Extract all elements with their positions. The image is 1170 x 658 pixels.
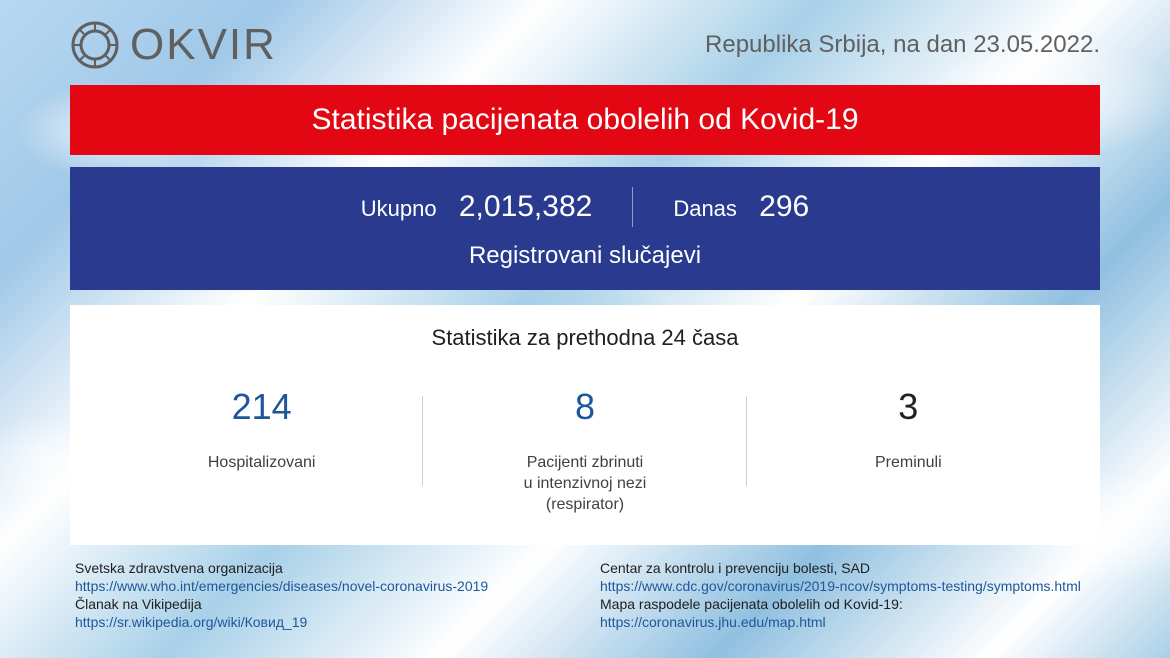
today-value: 296 bbox=[759, 190, 809, 223]
total-label: Ukupno bbox=[361, 196, 437, 221]
date-value: 23.05.2022. bbox=[973, 31, 1100, 58]
stat-label-deceased: Preminuli bbox=[747, 453, 1070, 474]
blue-subtitle: Registrovani slučajevi bbox=[90, 242, 1080, 270]
footer: Svetska zdravstvena organizacija https:/… bbox=[70, 560, 1100, 632]
white-panel: Statistika za prethodna 24 časa 214 Hosp… bbox=[70, 305, 1100, 545]
stat-deceased: 3 Preminuli bbox=[747, 386, 1070, 474]
logo: OKVIR bbox=[70, 20, 277, 70]
today-label: Danas bbox=[673, 196, 737, 221]
stat-label-icu: Pacijenti zbrinuti u intenzivnoj nezi (r… bbox=[423, 453, 746, 515]
header: OKVIR Republika Srbija, na dan 23.05.202… bbox=[70, 20, 1100, 70]
stat-value-hospitalized: 214 bbox=[100, 386, 423, 428]
footer-right: Centar za kontrolu i prevenciju bolesti,… bbox=[570, 560, 1095, 632]
date-info: Republika Srbija, na dan 23.05.2022. bbox=[705, 31, 1100, 59]
footer-jhu-label: Mapa raspodele pacijenata obolelih od Ko… bbox=[600, 596, 1095, 612]
stat-icu: 8 Pacijenti zbrinuti u intenzivnoj nezi … bbox=[423, 386, 746, 515]
blue-banner: Ukupno 2,015,382 Danas 296 Registrovani … bbox=[70, 167, 1100, 290]
stats-title: Statistika za prethodna 24 časa bbox=[100, 325, 1070, 351]
total-cases: Ukupno 2,015,382 bbox=[361, 190, 593, 224]
footer-cdc-link[interactable]: https://www.cdc.gov/coronavirus/2019-nco… bbox=[600, 578, 1095, 594]
stat-value-deceased: 3 bbox=[747, 386, 1070, 428]
footer-cdc-label: Centar za kontrolu i prevenciju bolesti,… bbox=[600, 560, 1095, 576]
footer-who-label: Svetska zdravstvena organizacija bbox=[75, 560, 570, 576]
footer-left: Svetska zdravstvena organizacija https:/… bbox=[75, 560, 570, 632]
today-cases: Danas 296 bbox=[673, 190, 809, 224]
footer-wiki-label: Članak na Vikipedija bbox=[75, 596, 570, 612]
logo-icon bbox=[70, 20, 120, 70]
footer-wiki-link[interactable]: https://sr.wikipedia.org/wiki/Ковид_19 bbox=[75, 614, 570, 630]
divider bbox=[632, 187, 633, 227]
total-value: 2,015,382 bbox=[459, 190, 592, 223]
footer-jhu-link[interactable]: https://coronavirus.jhu.edu/map.html bbox=[600, 614, 1095, 630]
stat-value-icu: 8 bbox=[423, 386, 746, 428]
stat-label-hospitalized: Hospitalizovani bbox=[100, 453, 423, 474]
stat-hospitalized: 214 Hospitalizovani bbox=[100, 386, 423, 474]
stats-row: 214 Hospitalizovani 8 Pacijenti zbrinuti… bbox=[100, 386, 1070, 515]
logo-text: OKVIR bbox=[130, 20, 277, 70]
red-banner: Statistika pacijenata obolelih od Kovid-… bbox=[70, 85, 1100, 155]
footer-who-link[interactable]: https://www.who.int/emergencies/diseases… bbox=[75, 578, 570, 594]
main-title: Statistika pacijenata obolelih od Kovid-… bbox=[311, 103, 858, 136]
date-prefix: Republika Srbija, na dan bbox=[705, 31, 967, 58]
